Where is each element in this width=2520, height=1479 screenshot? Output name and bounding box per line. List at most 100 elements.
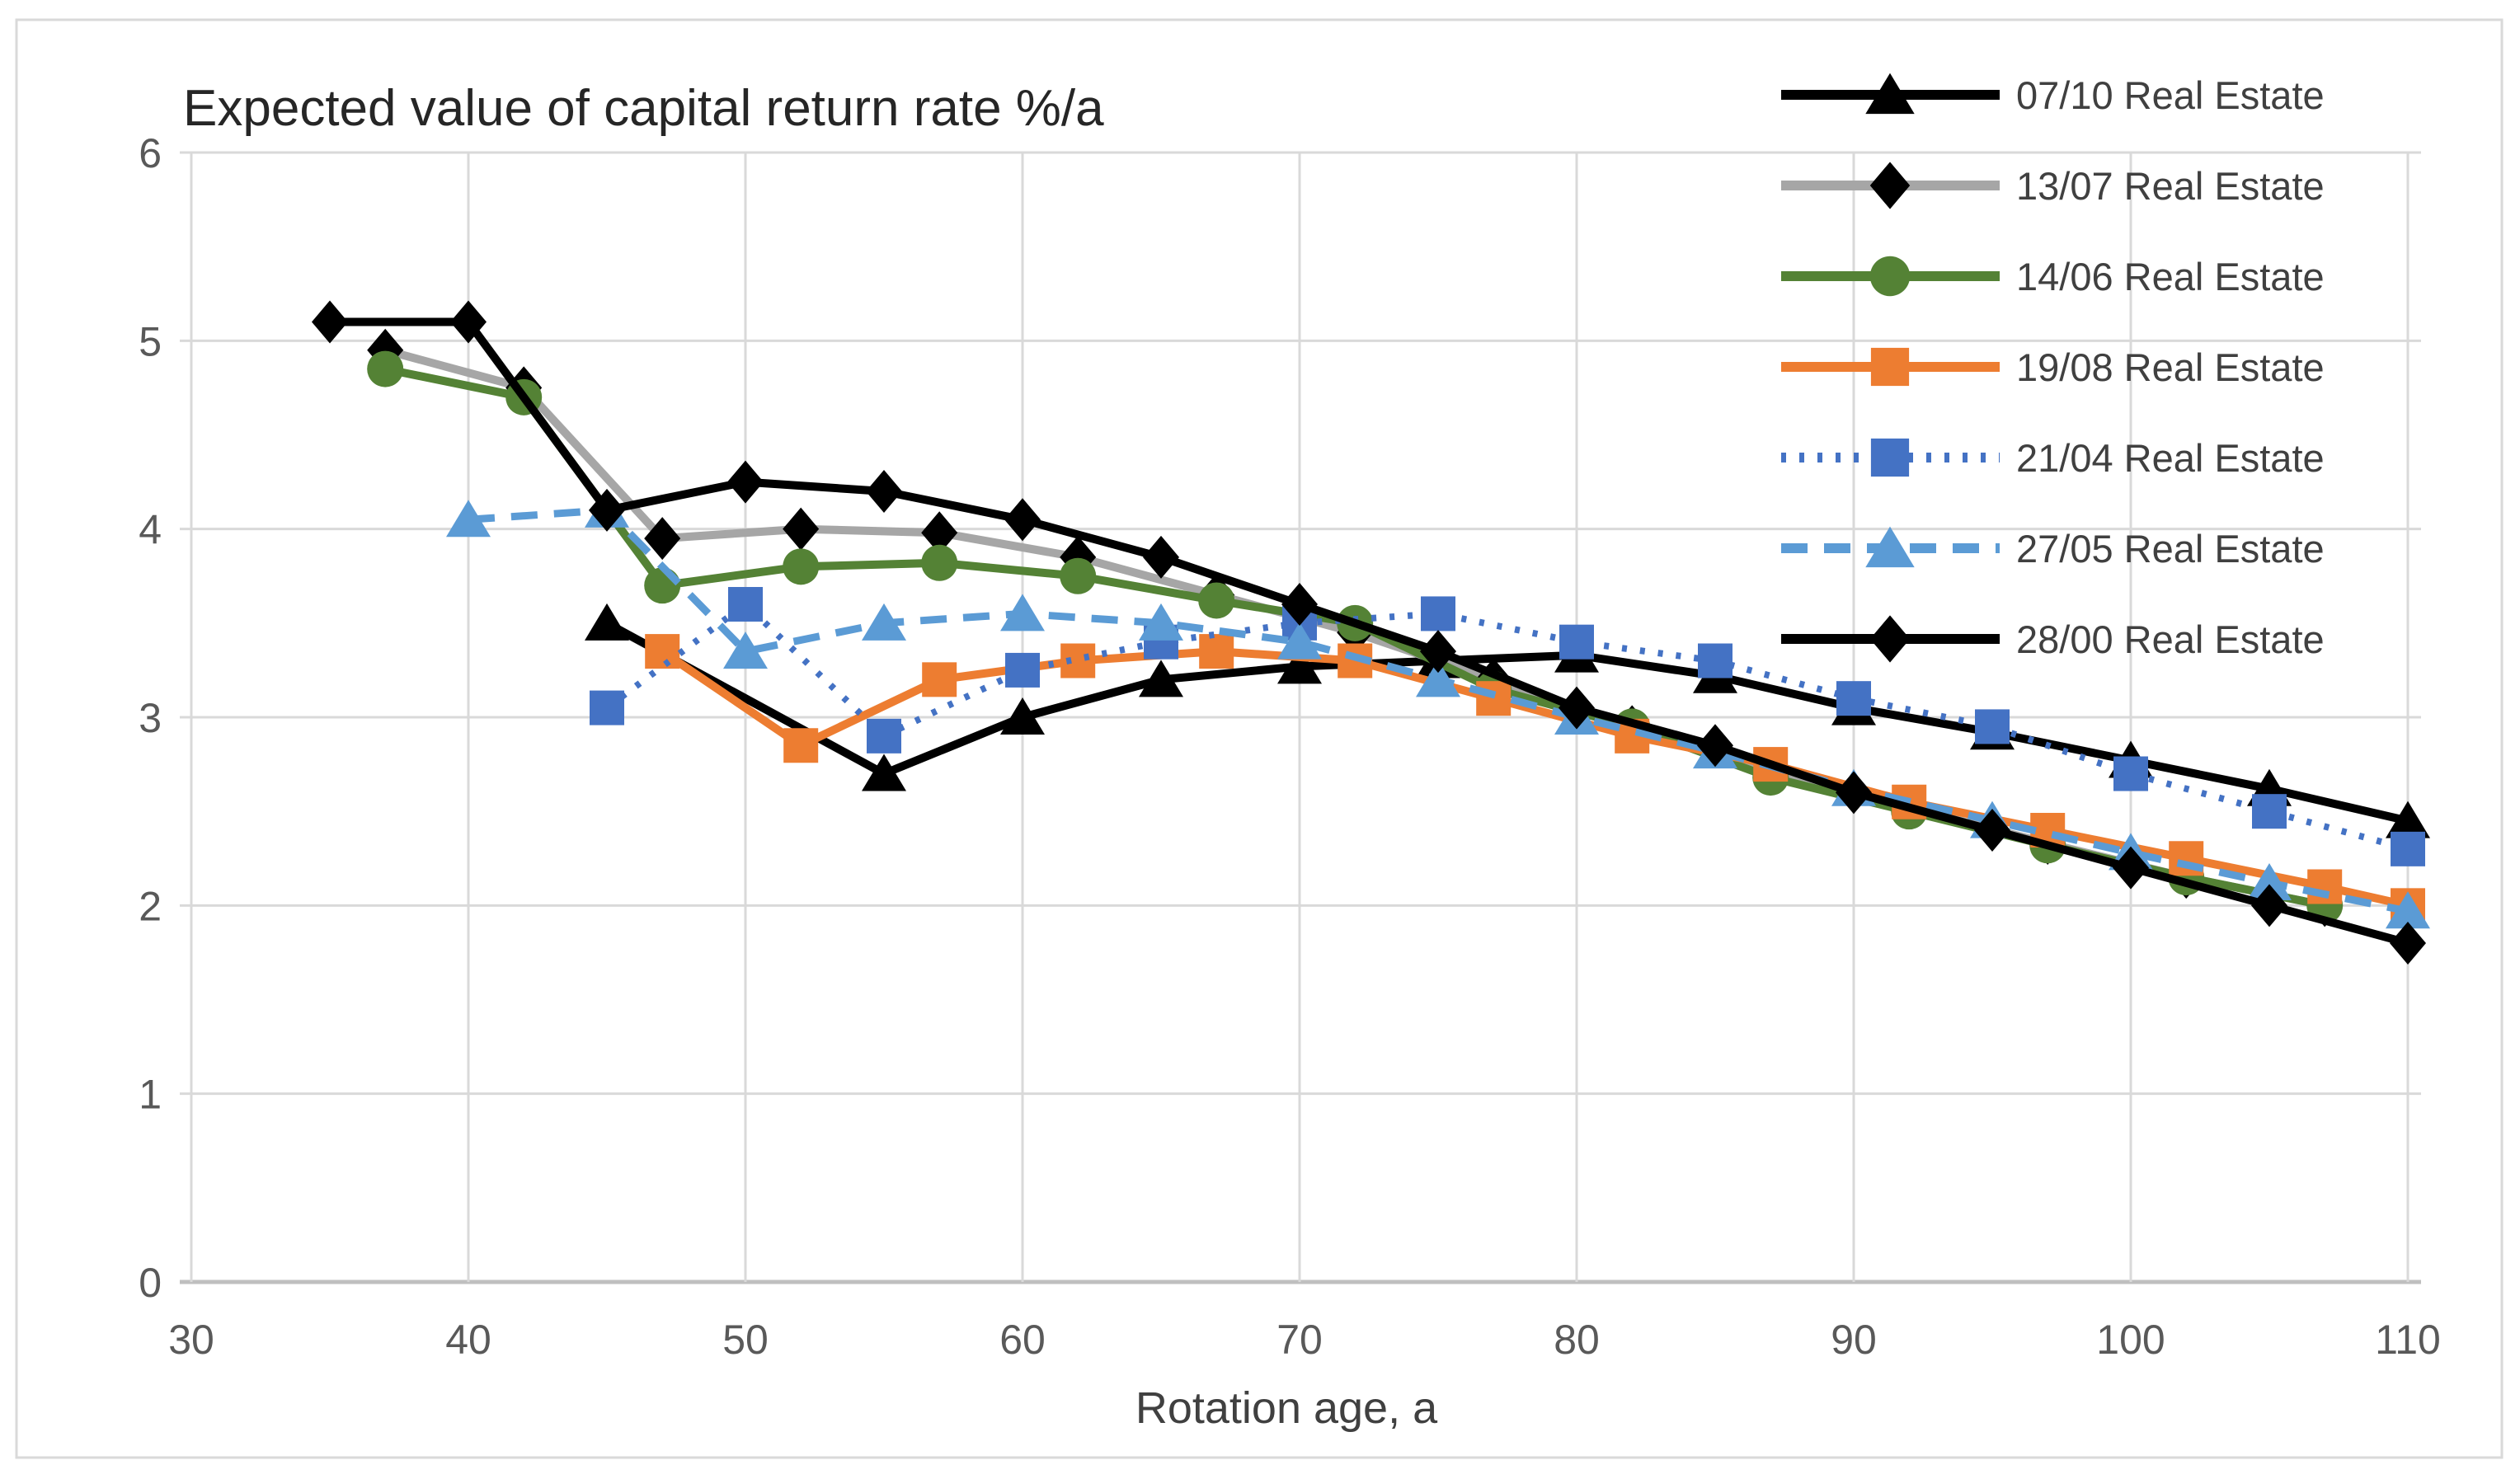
circle-marker [783, 548, 820, 585]
triangle-marker [1139, 603, 1183, 641]
square-marker [1559, 624, 1594, 660]
square-marker [867, 718, 901, 754]
diamond-marker [727, 460, 764, 504]
diamond-marker [1559, 686, 1595, 730]
legend-item: 19/08 Real Estate [1781, 345, 2325, 389]
triangle-marker [862, 603, 906, 641]
square-marker [783, 728, 819, 763]
square-marker [2252, 794, 2287, 829]
x-axis-label: Rotation age, a [1135, 1383, 1438, 1433]
triangle-marker [446, 500, 491, 538]
y-tick-label: 3 [139, 695, 162, 741]
x-tick-label: 30 [168, 1317, 214, 1363]
triangle-marker [1277, 622, 1322, 660]
triangle-marker [1416, 660, 1460, 697]
x-tick-label: 50 [722, 1317, 769, 1363]
triangle-marker [1000, 594, 1045, 632]
legend-label: 13/07 Real Estate [2016, 164, 2325, 208]
chart-border [15, 18, 2504, 1459]
series-28-00 [312, 300, 2426, 965]
gridlines [180, 151, 2421, 1284]
diamond-marker [1281, 583, 1318, 627]
x-tick-label: 80 [1554, 1317, 1600, 1363]
triangle-marker [2386, 801, 2430, 838]
square-marker [2391, 831, 2425, 866]
legend-item: 14/06 Real Estate [1781, 255, 2325, 298]
diamond-marker [2113, 846, 2149, 890]
circle-marker [367, 350, 404, 387]
series-line [330, 317, 2410, 947]
square-marker [1870, 438, 1910, 477]
diamond-marker [1697, 724, 1733, 768]
diamond-marker [644, 517, 681, 561]
square-marker [1199, 634, 1234, 669]
triangle-marker [585, 603, 629, 641]
legend-item: 07/10 Real Estate [1781, 73, 2325, 117]
triangle-marker [1139, 660, 1183, 697]
circle-marker [1198, 582, 1235, 619]
diamond-marker [312, 300, 348, 344]
diamond-marker [2251, 884, 2287, 927]
square-marker [1698, 643, 1732, 678]
triangle-marker [1865, 73, 1915, 115]
legend-label: 28/00 Real Estate [2016, 617, 2325, 661]
x-tick-label: 70 [1276, 1317, 1323, 1363]
diamond-marker [1143, 535, 1179, 579]
y-tick-label: 6 [139, 130, 162, 176]
diamond-marker [866, 470, 902, 514]
legend-item: 28/00 Real Estate [1781, 615, 2325, 663]
x-tick-label: 100 [2096, 1317, 2165, 1363]
x-tick-label: 40 [445, 1317, 491, 1363]
square-marker [1836, 681, 1871, 716]
triangle-marker [862, 754, 906, 791]
y-tick-label: 1 [139, 1072, 162, 1118]
circle-marker [1869, 256, 1911, 297]
diamond-marker [1836, 771, 1872, 815]
diamond-marker [921, 511, 958, 555]
diamond-marker [1004, 498, 1041, 542]
square-marker [645, 634, 680, 669]
y-tick-label: 2 [139, 883, 162, 929]
x-tick-label: 60 [999, 1317, 1046, 1363]
diamond-marker [589, 488, 625, 532]
legend-label: 19/08 Real Estate [2016, 345, 2325, 389]
legend: 07/10 Real Estate 13/07 Real Estate 14/06 … [1781, 73, 2325, 663]
x-tick-label: 110 [2375, 1317, 2441, 1363]
diamond-marker [1869, 615, 1911, 663]
y-tick-label: 5 [139, 318, 162, 364]
triangle-marker [723, 632, 768, 669]
triangle-marker [1865, 526, 1915, 568]
triangle-marker [1277, 646, 1322, 684]
diamond-marker [1974, 809, 2010, 852]
legend-item: 27/05 Real Estate [1781, 526, 2325, 570]
legend-label: 27/05 Real Estate [2016, 527, 2325, 570]
square-marker [1870, 347, 1910, 387]
square-marker [1421, 596, 1455, 632]
diamond-marker [2390, 922, 2426, 965]
diamond-marker [783, 507, 820, 551]
legend-item: 13/07 Real Estate [1781, 162, 2325, 209]
square-marker [728, 587, 763, 622]
circle-marker [921, 544, 958, 581]
square-marker [2113, 756, 2148, 791]
x-tick-label: 90 [1831, 1317, 1877, 1363]
diamond-marker [1869, 162, 1911, 209]
triangle-marker [1000, 697, 1045, 735]
square-marker [590, 690, 624, 725]
y-tick-label: 4 [139, 507, 162, 553]
circle-marker [1060, 557, 1097, 594]
y-tick-label: 0 [139, 1260, 162, 1306]
legend-label: 14/06 Real Estate [2016, 255, 2325, 298]
diamond-marker [450, 300, 487, 344]
diamond-marker [1420, 630, 1456, 674]
circle-marker [644, 567, 681, 604]
legend-label: 07/10 Real Estate [2016, 73, 2325, 117]
square-marker [1975, 709, 2010, 744]
square-marker [922, 662, 957, 697]
x-axis-tick-labels: 30 40 50 60 70 80 90 100 110 [168, 1317, 2441, 1363]
y-axis-tick-labels: 0 1 2 3 4 5 6 [139, 130, 162, 1306]
triangle-marker [2247, 862, 2292, 900]
data-series [312, 300, 2430, 965]
